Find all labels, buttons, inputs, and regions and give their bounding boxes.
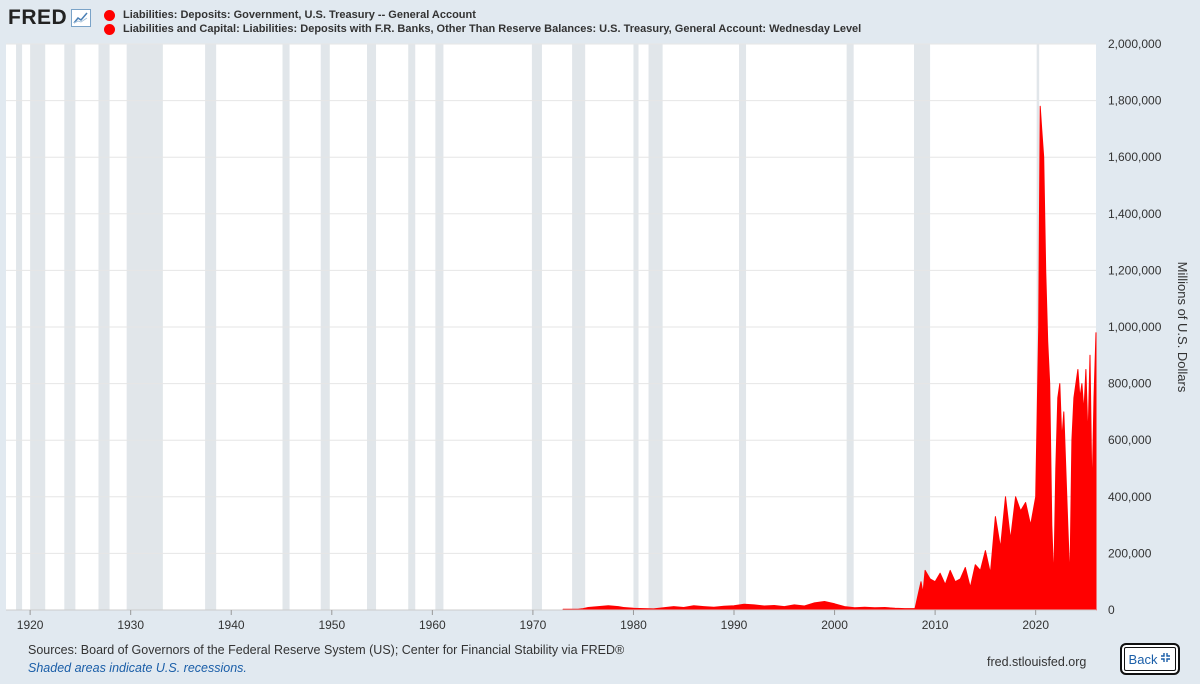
y-tick-label: 2,000,000 xyxy=(1108,37,1162,51)
x-tick-label: 1940 xyxy=(218,618,245,632)
x-tick-label: 1980 xyxy=(620,618,647,632)
fred-logo[interactable]: FRED xyxy=(8,6,92,30)
x-tick-label: 2000 xyxy=(821,618,848,632)
y-tick-label: 1,400,000 xyxy=(1108,207,1162,221)
legend-marker xyxy=(104,9,115,21)
legend-marker xyxy=(104,23,115,35)
back-label: Back xyxy=(1128,651,1158,667)
x-tick-label: 1920 xyxy=(17,618,44,632)
y-tick-label: 1,000,000 xyxy=(1108,320,1162,334)
series-area xyxy=(622,105,1097,611)
line-chart-icon xyxy=(71,9,92,27)
recession-note: Shaded areas indicate U.S. recessions. xyxy=(28,661,247,675)
site-url[interactable]: fred.stlouisfed.org xyxy=(987,655,1087,669)
legend-label: Liabilities and Capital: Liabilities: De… xyxy=(123,23,862,35)
y-tick-label: 200,000 xyxy=(1108,546,1152,560)
chart-area: 1920 1930 1940 1950 1960 1970 1980 1990 2000 2010… xyxy=(6,37,1190,632)
collapse-arrows-icon xyxy=(1160,652,1171,666)
chart-header: FRED Liabilities: Deposits: Government, … xyxy=(0,0,1200,40)
y-tick-label: 800,000 xyxy=(1108,377,1152,391)
y-tick-label: 400,000 xyxy=(1108,490,1152,504)
x-tick-label: 1990 xyxy=(721,618,748,632)
legend-item[interactable]: Liabilities: Deposits: Government, U.S. … xyxy=(104,8,861,22)
x-tick-label: 2010 xyxy=(922,618,949,632)
x-tick-label: 1950 xyxy=(318,618,345,632)
y-tick-label: 1,800,000 xyxy=(1108,94,1162,108)
chart-legend: Liabilities: Deposits: Government, U.S. … xyxy=(104,8,861,36)
x-tick-label: 1960 xyxy=(419,618,446,632)
x-tick-label: 2020 xyxy=(1022,618,1049,632)
y-tick-label: 600,000 xyxy=(1108,433,1152,447)
y-axis-label: Millions of U.S. Dollars xyxy=(1175,262,1190,393)
x-tick-label: 1930 xyxy=(117,618,144,632)
back-button[interactable]: Back xyxy=(1120,643,1180,675)
y-tick-label: 1,600,000 xyxy=(1108,150,1162,164)
legend-item[interactable]: Liabilities and Capital: Liabilities: De… xyxy=(104,22,861,36)
legend-label: Liabilities: Deposits: Government, U.S. … xyxy=(123,9,476,21)
y-tick-label: 0 xyxy=(1108,603,1115,617)
logo-text: FRED xyxy=(8,6,68,29)
source-text: Sources: Board of Governors of the Feder… xyxy=(28,643,625,657)
x-tick-label: 1970 xyxy=(520,618,547,632)
y-tick-label: 1,200,000 xyxy=(1108,263,1162,277)
